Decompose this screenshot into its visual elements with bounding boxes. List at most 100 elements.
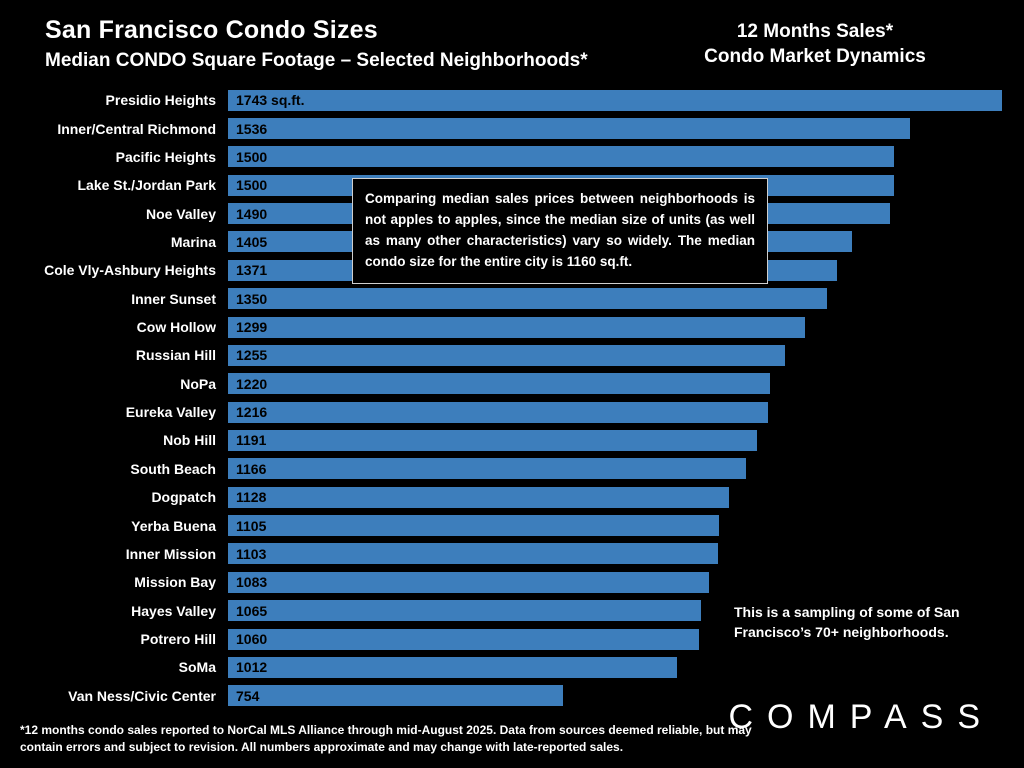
bar-label: Dogpatch: [151, 489, 216, 506]
bar-value: 1083: [236, 574, 268, 591]
bar: 1299: [228, 316, 805, 338]
bar-track: 1166: [228, 458, 1002, 480]
bar-label: Russian Hill: [135, 347, 216, 364]
bar: 1255: [228, 344, 786, 366]
bar: 1500: [228, 146, 895, 168]
bar: 1166: [228, 458, 746, 480]
bar-row: Yerba Buena 1105: [16, 511, 1002, 539]
bar-label: Yerba Buena: [131, 517, 216, 534]
bar-value: 1405: [236, 233, 268, 250]
bar-label: Inner/Central Richmond: [57, 120, 216, 137]
bar: 1220: [228, 373, 770, 395]
bar-track: 1216: [228, 401, 1002, 423]
bar-label: Mission Bay: [134, 574, 216, 591]
disclaimer-text: *12 months condo sales reported to NorCa…: [20, 723, 752, 755]
bar-row: Mission Bay 1083: [16, 568, 1002, 596]
bar-row: Eureka Valley 1216: [16, 398, 1002, 426]
bar-row: Van Ness/Civic Center 754: [16, 682, 1002, 710]
bar-label: Hayes Valley: [131, 602, 216, 619]
bar-label: Potrero Hill: [140, 631, 216, 647]
page-title: San Francisco Condo Sizes: [45, 16, 378, 44]
bar-track: 1083: [228, 571, 1002, 593]
bar-track: 1299: [228, 316, 1002, 338]
header-right-line2: Condo Market Dynamics: [704, 45, 926, 67]
bar-label: Noe Valley: [145, 205, 216, 222]
bar: 754: [228, 685, 563, 707]
bar-label: Eureka Valley: [125, 404, 216, 421]
bar-track: 1500: [228, 146, 1002, 168]
bar-row: NoPa 1220: [16, 370, 1002, 398]
bar-row: SoMa 1012: [16, 653, 1002, 681]
bar: 1128: [228, 486, 729, 508]
bar-label: Inner Sunset: [131, 290, 216, 307]
bar-value: 1500: [236, 177, 268, 194]
bar-value: 1299: [236, 319, 268, 336]
bar-label: SoMa: [178, 659, 216, 676]
bar: 1191: [228, 429, 757, 451]
bar-value: 1191: [236, 432, 267, 449]
bar-value: 1536: [236, 120, 268, 137]
bar-row: Inner/Central Richmond 1536: [16, 114, 1002, 142]
bar-row: Presidio Heights 1743 sq.ft.: [16, 86, 1002, 114]
bar-row: Cow Hollow 1299: [16, 313, 1002, 341]
bar-row: Nob Hill 1191: [16, 426, 1002, 454]
bar-value: 1371: [236, 262, 268, 279]
bar: 1350: [228, 288, 828, 310]
bar-value: 1128: [236, 489, 267, 506]
bar: 1060: [228, 628, 699, 650]
bar-row: South Beach 1166: [16, 455, 1002, 483]
bar-track: 1103: [228, 543, 1002, 565]
bar-track: 1350: [228, 288, 1002, 310]
bar-track: 1743 sq.ft.: [228, 89, 1002, 111]
bar-track: 1128: [228, 486, 1002, 508]
header-right: 12 Months Sales* Condo Market Dynamics: [660, 20, 970, 69]
bar-value: 1166: [236, 460, 267, 477]
bar-value: 1216: [236, 404, 268, 421]
bar-label: Cow Hollow: [136, 319, 216, 336]
bar-label: Lake St./Jordan Park: [77, 177, 216, 194]
bar-track: 1191: [228, 429, 1002, 451]
bar-track: 1060: [228, 628, 1002, 650]
bar-label: South Beach: [130, 460, 216, 477]
bar-track: 1536: [228, 118, 1002, 140]
bar-track: 754: [228, 685, 1002, 707]
bar-row: Potrero Hill 1060: [16, 625, 1002, 653]
bar-label: NoPa: [180, 375, 216, 392]
bar-value: 1012: [236, 659, 268, 676]
bar: 1105: [228, 515, 719, 537]
bar: 1743 sq.ft.: [228, 89, 1002, 111]
bar-track: 1105: [228, 515, 1002, 537]
bar-row: Russian Hill 1255: [16, 341, 1002, 369]
bar-track: 1065: [228, 600, 1002, 622]
bar-value: 1490: [236, 205, 268, 222]
bar-label: Pacific Heights: [115, 148, 216, 165]
bar-value: 1105: [236, 517, 267, 534]
bar-track: 1220: [228, 373, 1002, 395]
bar-row: Dogpatch 1128: [16, 483, 1002, 511]
bar-value: 1500: [236, 148, 268, 165]
bar-row: Hayes Valley 1065: [16, 596, 1002, 624]
bar-label: Presidio Heights: [105, 92, 216, 109]
chart-subtitle: Median CONDO Square Footage – Selected N…: [45, 50, 588, 71]
bar-label: Inner Mission: [125, 545, 216, 562]
bar-track: 1012: [228, 656, 1002, 678]
bar-value: 754: [236, 687, 260, 704]
bar-value: 1103: [236, 545, 267, 562]
bar-label: Nob Hill: [163, 432, 216, 449]
bar-value: 1220: [236, 375, 268, 392]
bar: 1065: [228, 600, 701, 622]
bar-row: Inner Sunset 1350: [16, 285, 1002, 313]
bar-label: Marina: [170, 233, 216, 250]
header-right-line1: 12 Months Sales*: [736, 21, 894, 42]
bar-row: Inner Mission 1103: [16, 540, 1002, 568]
annotation-box: Comparing median sales prices between ne…: [352, 178, 768, 284]
bar-value: 1255: [236, 347, 268, 364]
bar-label: Van Ness/Civic Center: [68, 687, 216, 704]
bar-track: 1255: [228, 344, 1002, 366]
bar-value: 1065: [236, 602, 268, 619]
bar: 1012: [228, 656, 678, 678]
bar: 1216: [228, 401, 768, 423]
bar-value: 1350: [236, 290, 268, 307]
bar-value: 1060: [236, 631, 268, 647]
